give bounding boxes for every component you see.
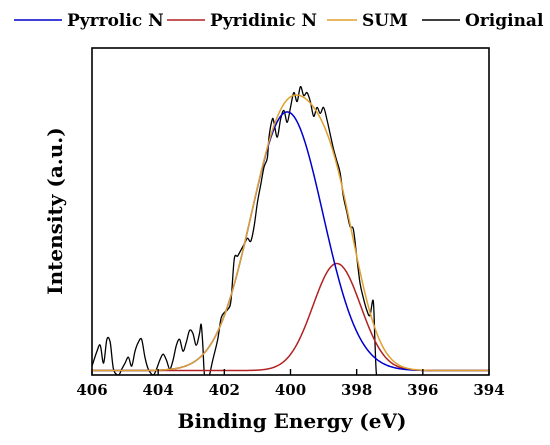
legend-label: Original bbox=[465, 11, 544, 31]
legend-item: SUM bbox=[327, 11, 408, 31]
legend-item: Pyrrolic N bbox=[14, 11, 164, 31]
x-tick-label: 404 bbox=[143, 381, 174, 399]
x-axis-title: Binding Energy (eV) bbox=[178, 409, 407, 433]
series-line-pyrrolic-n bbox=[92, 111, 489, 372]
chart-legend: Pyrrolic N Pyridinic N SUM Original bbox=[14, 11, 544, 31]
x-tick-label: 398 bbox=[341, 381, 372, 399]
y-axis-title: Intensity (a.u.) bbox=[43, 127, 67, 294]
series-line-pyridinic-n bbox=[92, 262, 489, 372]
x-axis-ticks: 406 404 402 400 398 396 394 bbox=[76, 369, 505, 399]
x-tick-label: 406 bbox=[76, 381, 107, 399]
legend-item: Pyridinic N bbox=[167, 11, 317, 31]
legend-label: Pyridinic N bbox=[210, 11, 317, 31]
x-tick-label: 400 bbox=[275, 381, 306, 399]
series-layer bbox=[92, 85, 489, 375]
legend-label: Pyrrolic N bbox=[67, 11, 164, 31]
series-line-sum bbox=[92, 94, 489, 372]
x-tick-label: 394 bbox=[473, 381, 504, 399]
x-tick-label: 402 bbox=[209, 381, 240, 399]
legend-item: Original bbox=[422, 11, 544, 31]
series-line-original bbox=[92, 85, 378, 375]
x-tick-label: 396 bbox=[407, 381, 438, 399]
legend-label: SUM bbox=[362, 11, 408, 31]
